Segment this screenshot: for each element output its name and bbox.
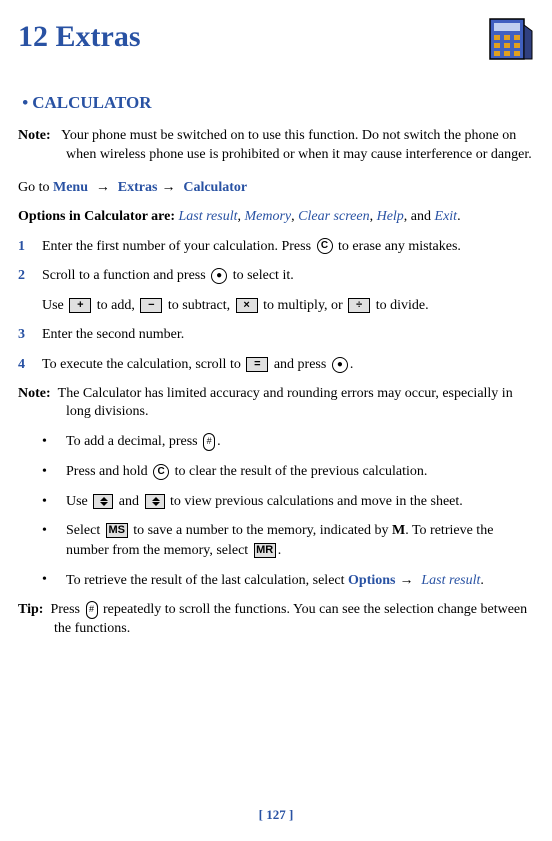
step-number: 4	[18, 355, 42, 375]
step-3: 3 Enter the second number.	[18, 325, 534, 345]
section-heading: CALCULATOR	[32, 93, 151, 112]
bullet-item: • Press and hold C to clear the result o…	[42, 462, 534, 482]
goto-line: Go to Menu → Extras→ Calculator	[18, 177, 534, 198]
bullet-marker: •	[42, 521, 66, 560]
divide-key-icon: ÷	[348, 298, 370, 313]
step-number: 3	[18, 325, 42, 345]
options-prefix: Options in Calculator are:	[18, 209, 175, 224]
option-exit: Exit	[435, 209, 458, 224]
mr-key-icon: MR	[254, 543, 276, 558]
goto-prefix: Go to	[18, 180, 53, 195]
options-link: Options	[348, 573, 395, 588]
option-last-result: Last result	[179, 209, 238, 224]
note-label: Note:	[18, 128, 51, 143]
step-body: Scroll to a function and press ● to sele…	[42, 266, 534, 286]
hash-key-icon: #	[203, 433, 215, 451]
tip-label: Tip:	[18, 602, 43, 617]
step-number: 1	[18, 237, 42, 257]
bullet-list: • To add a decimal, press #. • Press and…	[42, 432, 534, 591]
tip-block: Tip: Press # repeatedly to scroll the fu…	[18, 601, 534, 639]
select-key-icon: ●	[332, 357, 348, 373]
ms-key-icon: MS	[106, 523, 128, 538]
calculator-link: Calculator	[183, 180, 247, 195]
bullet-marker: •	[42, 432, 66, 452]
note-block-2: Note: The Calculator has limited accurac…	[18, 385, 534, 423]
note-block: Note: Your phone must be switched on to …	[18, 127, 534, 165]
section-title: •CALCULATOR	[18, 93, 534, 113]
page-number: [ 127 ]	[0, 807, 552, 823]
options-line: Options in Calculator are: Last result, …	[18, 208, 534, 227]
last-result-link: Last result	[421, 573, 480, 588]
calculator-icon	[486, 15, 534, 63]
step-body: Enter the first number of your calculati…	[42, 237, 534, 257]
equals-key-icon: =	[246, 357, 268, 372]
bullet-item: • Use and to view previous calculations …	[42, 492, 534, 512]
note-label: Note:	[18, 386, 51, 401]
bullet-item: • Select MS to save a number to the memo…	[42, 521, 534, 560]
memory-indicator: M	[392, 523, 405, 538]
option-memory: Memory	[245, 209, 292, 224]
nav-down-key-icon	[145, 494, 165, 509]
select-key-icon: ●	[211, 268, 227, 284]
step-number: 2	[18, 266, 42, 286]
arrow-icon: →	[92, 178, 114, 194]
plus-key-icon: +	[69, 298, 91, 313]
times-key-icon: ×	[236, 298, 258, 313]
minus-key-icon: −	[140, 298, 162, 313]
step-body: Enter the second number.	[42, 325, 534, 345]
nav-up-key-icon	[93, 494, 113, 509]
note-text: Your phone must be switched on to use th…	[61, 128, 532, 162]
option-help: Help	[377, 209, 404, 224]
clear-key-icon: C	[317, 238, 333, 254]
clear-key-icon: C	[153, 464, 169, 480]
extras-link: Extras	[118, 180, 158, 195]
bullet-item: • To retrieve the result of the last cal…	[42, 570, 534, 591]
arrow-icon: →	[400, 571, 418, 587]
bullet-icon: •	[18, 93, 28, 112]
step-2: 2 Scroll to a function and press ● to se…	[18, 266, 534, 286]
bullet-marker: •	[42, 492, 66, 512]
chapter-title: 12 Extras	[18, 20, 141, 54]
menu-link: Menu	[53, 180, 88, 195]
hash-key-icon: #	[86, 601, 98, 619]
step-2-sub: Use + to add, − to subtract, × to multip…	[42, 296, 534, 316]
step-1: 1 Enter the first number of your calcula…	[18, 237, 534, 257]
bullet-item: • To add a decimal, press #.	[42, 432, 534, 452]
chapter-name: Extras	[56, 20, 141, 53]
bullet-marker: •	[42, 570, 66, 591]
arrow-icon: →	[161, 178, 179, 194]
step-body: To execute the calculation, scroll to = …	[42, 355, 534, 375]
chapter-number: 12	[18, 20, 48, 53]
bullet-marker: •	[42, 462, 66, 482]
step-4: 4 To execute the calculation, scroll to …	[18, 355, 534, 375]
option-clear-screen: Clear screen	[298, 209, 369, 224]
note-text: The Calculator has limited accuracy and …	[58, 386, 513, 420]
